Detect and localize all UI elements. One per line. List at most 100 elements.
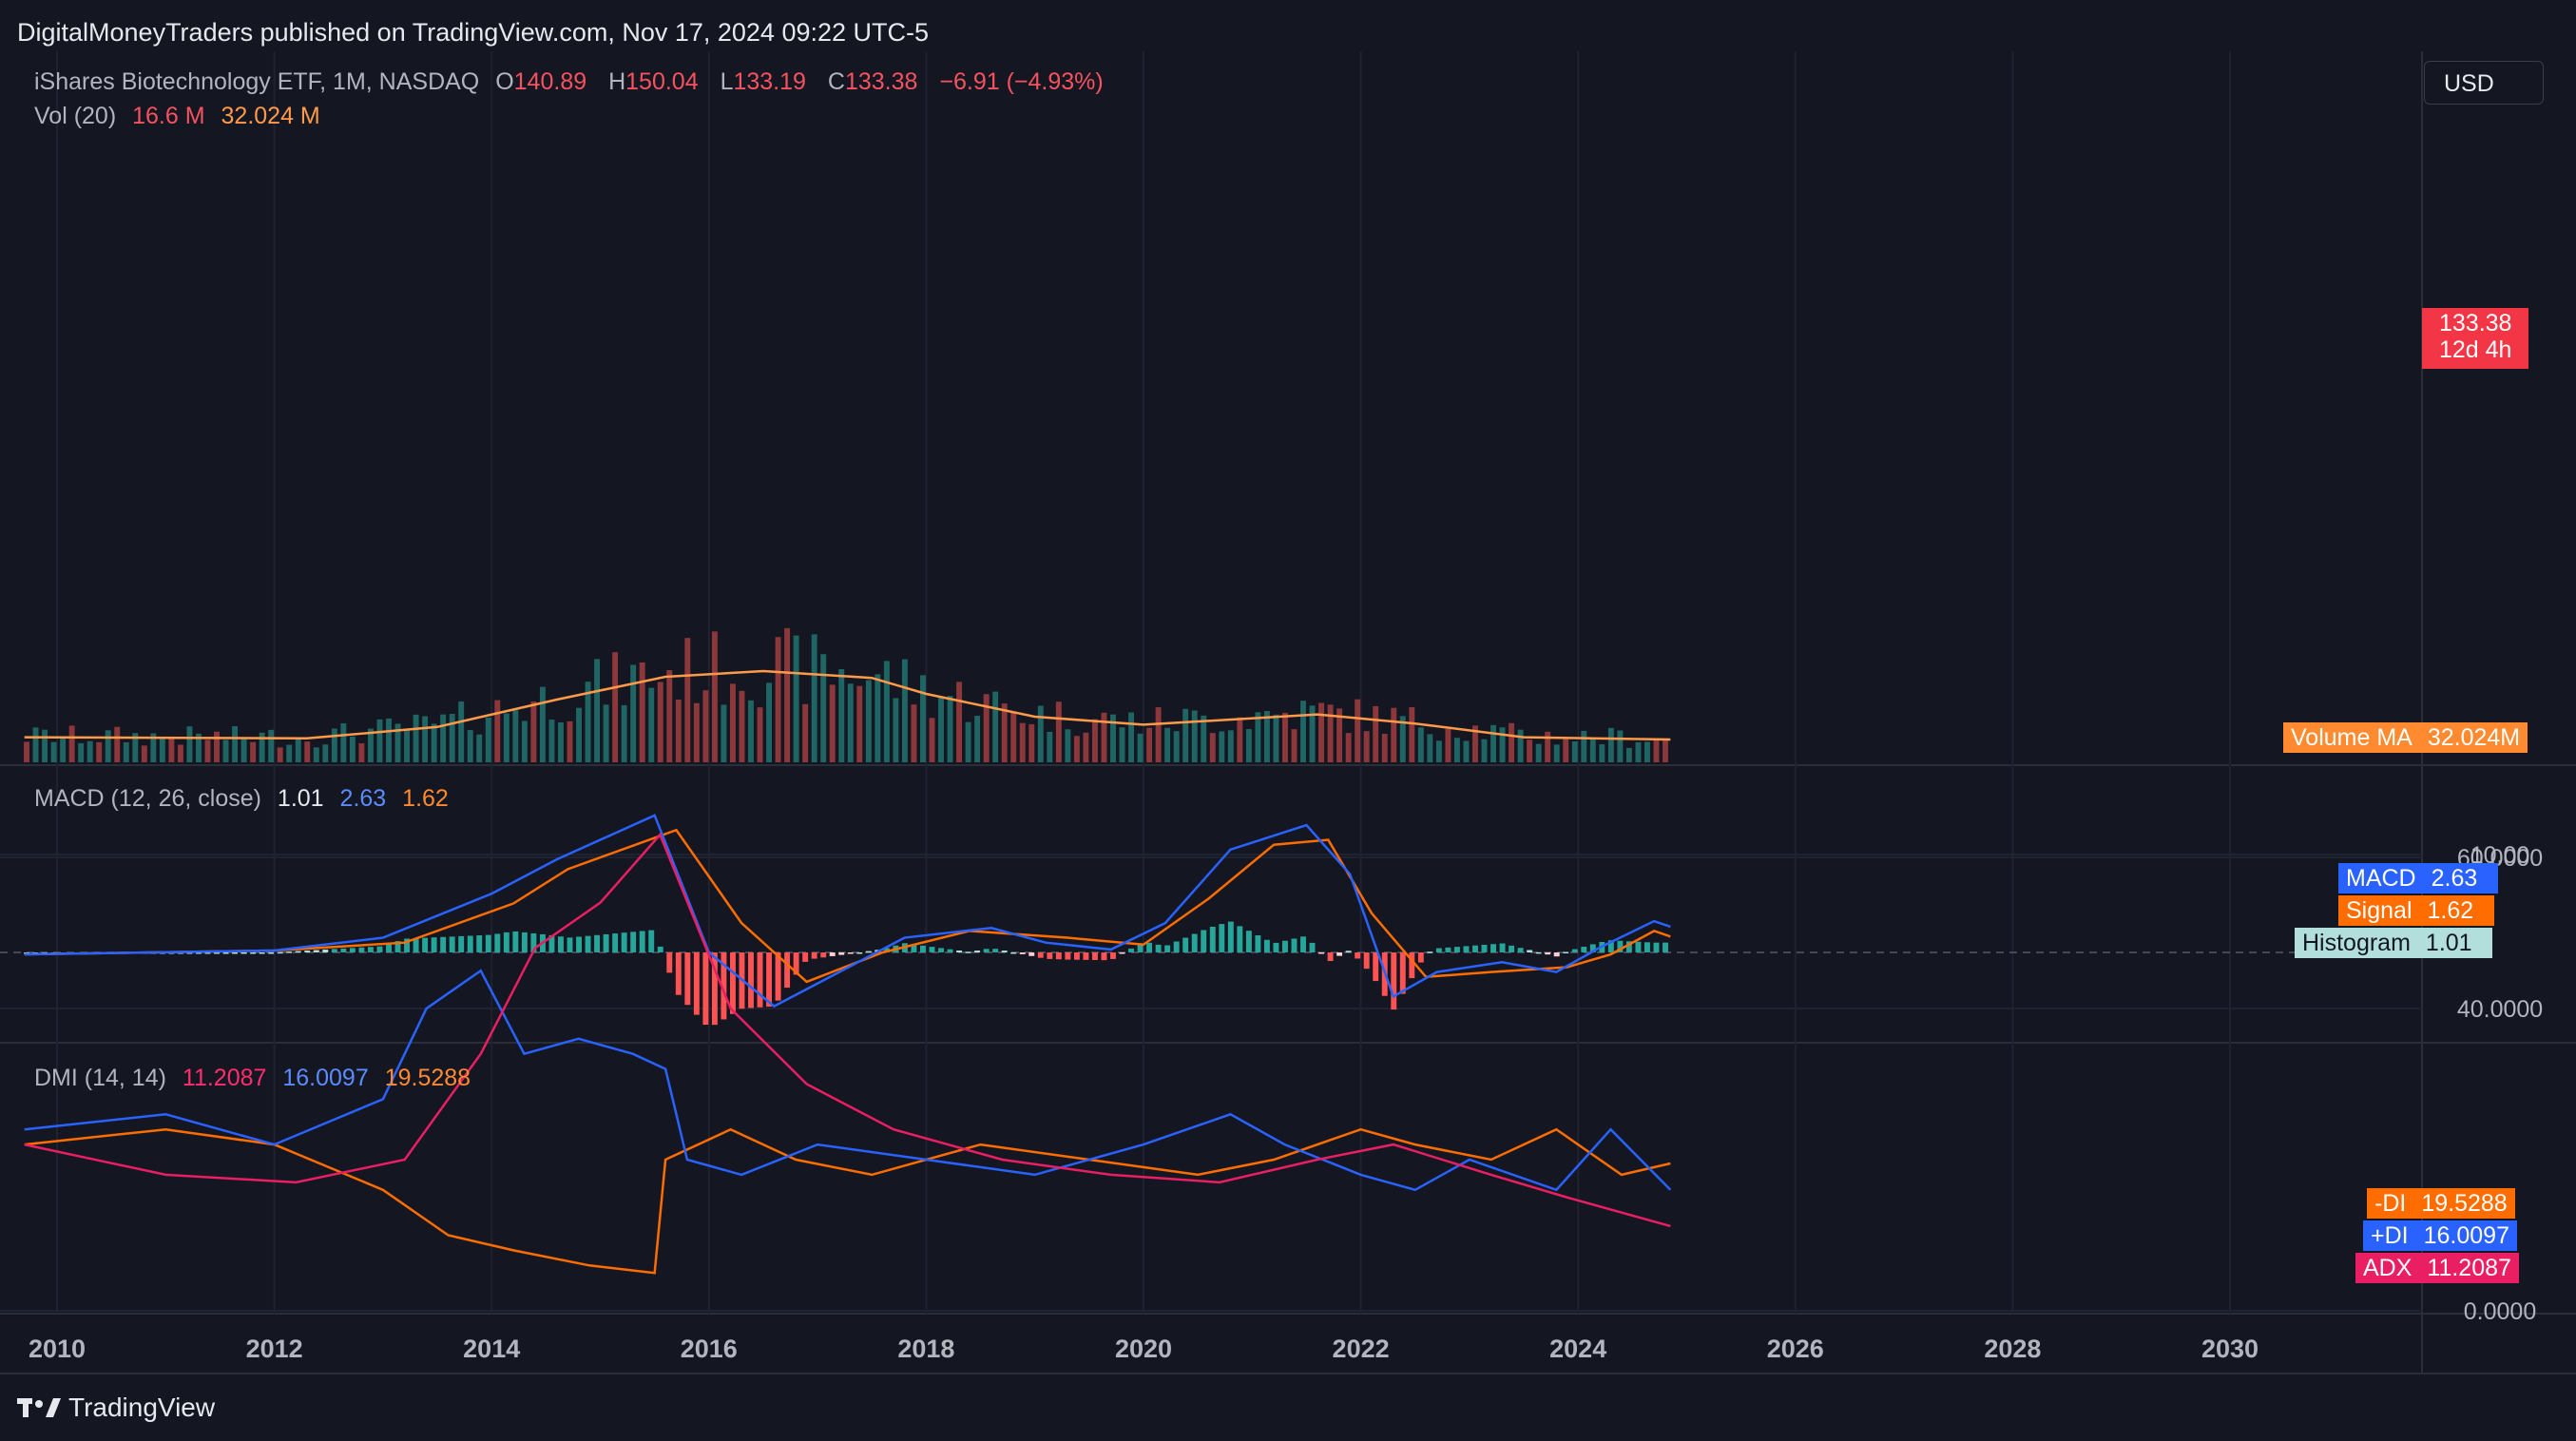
last-price-tag: 133.38 12d 4h xyxy=(2422,308,2529,369)
macd-histogram-bar xyxy=(711,952,718,1026)
symbol-legend: iShares Biotechnology ETF, 1M, NASDAQ O1… xyxy=(34,68,1113,96)
volume-bar xyxy=(865,680,872,762)
macd-histogram-bar xyxy=(1028,952,1035,956)
macd-histogram-bar xyxy=(1091,952,1098,960)
volume-bar xyxy=(766,682,772,762)
volume-bar xyxy=(159,736,165,762)
volume-bar xyxy=(965,721,971,762)
time-tick-2024: 2024 xyxy=(1549,1335,1606,1363)
macd-histogram-bar xyxy=(1219,924,1225,952)
macd-histogram-bar xyxy=(920,945,926,952)
published-by: DigitalMoneyTraders published on Trading… xyxy=(17,18,930,47)
macd-histogram-bar xyxy=(1499,943,1506,952)
macd-tag-label: MACD xyxy=(2338,863,2424,893)
dmi-tick-40.0000: 40.0000 xyxy=(2457,996,2543,1023)
currency-button[interactable]: USD xyxy=(2424,61,2544,105)
volume-bar xyxy=(1209,733,1216,762)
macd-histogram-bar xyxy=(1164,945,1171,952)
volume-bar xyxy=(630,664,637,762)
macd-histogram-bar xyxy=(530,932,537,952)
macd-histogram-bar xyxy=(1607,940,1614,952)
macd-histogram-bar xyxy=(386,944,392,952)
macd-histogram-bar xyxy=(214,952,220,954)
volume-bar xyxy=(313,747,319,762)
volume-bar xyxy=(702,690,709,762)
volume-bar xyxy=(1128,712,1134,762)
macd-histogram-bar xyxy=(648,930,655,952)
volume-bar xyxy=(847,683,854,762)
minus-di-tag-label: -DI xyxy=(2367,1188,2414,1219)
macd-histogram-bar xyxy=(1427,951,1433,953)
volume-legend[interactable]: Vol (20) 16.6 M 32.024 M xyxy=(34,103,330,130)
macd-histogram-bar xyxy=(1137,943,1144,952)
macd-histogram-bar xyxy=(558,936,564,952)
macd-histogram-bar xyxy=(621,932,627,952)
volume-bar xyxy=(739,690,745,762)
volume-bar xyxy=(1535,743,1542,762)
volume-bar xyxy=(1635,741,1642,762)
volume-bar xyxy=(1237,717,1243,762)
macd-histogram-bar xyxy=(440,936,447,952)
macd-histogram-bar xyxy=(521,932,528,952)
volume-bar xyxy=(386,718,392,762)
macd-histogram-bar xyxy=(485,934,491,952)
macd-histogram-bar xyxy=(856,951,863,954)
macd-histogram-bar xyxy=(983,949,990,952)
volume-bar xyxy=(856,685,863,762)
macd-histogram-bar xyxy=(1300,936,1306,952)
histogram-tag-label: Histogram xyxy=(2295,928,2418,958)
volume-bar xyxy=(875,674,881,762)
volume-bar xyxy=(530,701,537,762)
volume-bar xyxy=(286,744,293,762)
symbol-name[interactable]: iShares Biotechnology ETF, 1M, NASDAQ xyxy=(34,68,480,95)
volume-bar xyxy=(1037,705,1044,762)
volume-bar xyxy=(802,703,809,762)
minus-di-tag: -DI 19.5288 xyxy=(2367,1188,2515,1219)
macd-histogram-bar xyxy=(929,947,935,952)
volume-bar xyxy=(1255,712,1261,762)
volume-bar xyxy=(24,741,29,762)
volume-bar xyxy=(1336,708,1343,762)
macd-signal-line xyxy=(24,828,1671,984)
time-tick-2030: 2030 xyxy=(2201,1335,2259,1363)
macd-histogram-bar xyxy=(829,952,836,956)
macd-histogram-bar xyxy=(1019,952,1026,954)
volume-bar xyxy=(1607,727,1614,762)
volume-bar xyxy=(240,737,247,762)
volume-bar xyxy=(974,716,981,762)
volume-bar xyxy=(349,736,356,762)
volume-bar xyxy=(548,720,555,762)
dmi-legend[interactable]: DMI (14, 14) 11.2087 16.0097 19.5288 xyxy=(34,1065,480,1092)
macd-histogram-bar xyxy=(1589,944,1596,952)
macd-histogram-bar xyxy=(1255,934,1261,952)
volume-bar xyxy=(358,742,365,762)
macd-histogram-bar xyxy=(232,952,239,954)
macd-histogram-bar xyxy=(1209,926,1216,952)
macd-histogram-bar xyxy=(1318,952,1325,954)
macd-histogram-bar xyxy=(1571,949,1578,952)
macd-histogram-bar xyxy=(757,952,763,1008)
macd-histogram-bar xyxy=(1409,952,1415,979)
tradingview-footer[interactable]: TradingView xyxy=(17,1390,215,1426)
macd-histogram-bar xyxy=(177,952,183,954)
macd-histogram-bar xyxy=(1073,952,1080,960)
macd-histogram-bar xyxy=(240,952,247,954)
volume-bar xyxy=(1219,731,1225,762)
macd-legend[interactable]: MACD (12, 26, close) 1.01 2.63 1.62 xyxy=(34,785,458,813)
macd-histogram-bar xyxy=(268,952,275,954)
volume-bar xyxy=(1599,744,1605,762)
macd-histogram-bar xyxy=(1481,944,1488,952)
macd-histogram-bar xyxy=(24,952,29,954)
macd-histogram-bar xyxy=(820,952,827,958)
volume-bar xyxy=(1481,739,1488,762)
volume-bar xyxy=(666,670,673,762)
macd-histogram-bar xyxy=(494,933,501,952)
macd-histogram-bar xyxy=(567,937,573,952)
macd-histogram-bar xyxy=(431,937,437,952)
macd-histogram-bar xyxy=(1155,944,1162,952)
minus-di-tag-value: 19.5288 xyxy=(2413,1188,2515,1219)
dmi-minus-line xyxy=(24,1127,1671,1275)
volume-bar xyxy=(711,631,718,762)
macd-histogram-bar xyxy=(1309,942,1316,952)
